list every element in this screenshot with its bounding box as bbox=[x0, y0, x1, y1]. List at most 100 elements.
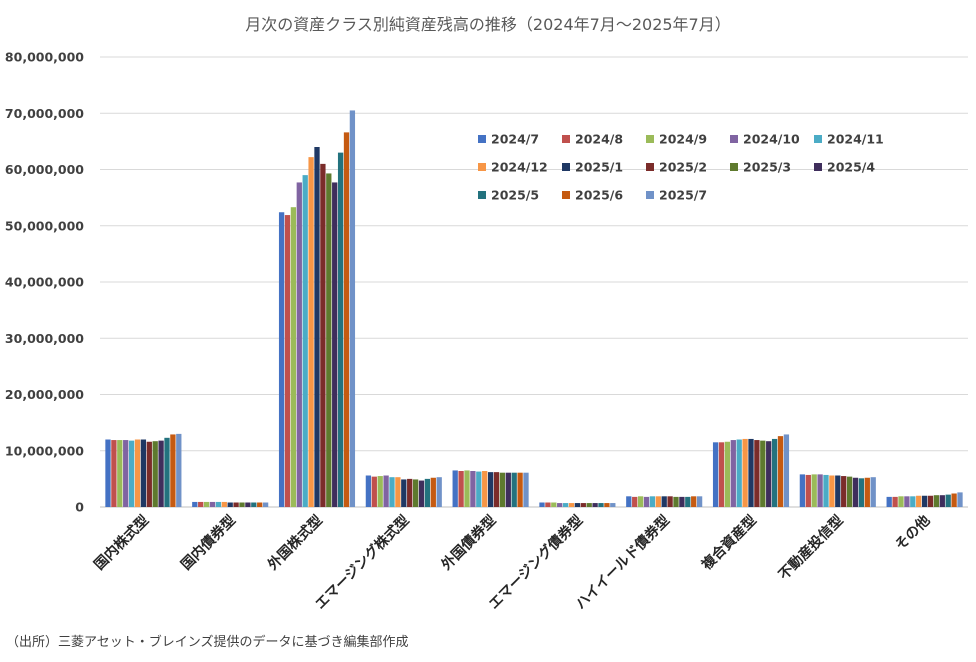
bar bbox=[308, 157, 314, 508]
bar bbox=[176, 433, 182, 508]
x-category-label: 外国債券型 bbox=[438, 512, 500, 574]
bar bbox=[105, 439, 111, 507]
bar bbox=[685, 496, 691, 508]
bar bbox=[487, 472, 494, 508]
bar bbox=[696, 496, 703, 507]
bar bbox=[637, 496, 644, 507]
bar bbox=[227, 502, 233, 507]
source-note: （出所）三菱アセット・ブレインズ提供のデータに基づき編集部作成 bbox=[6, 634, 408, 650]
bar bbox=[221, 501, 227, 507]
bar bbox=[592, 503, 598, 507]
bar bbox=[718, 442, 725, 507]
legend-label: 2025/3 bbox=[743, 160, 791, 175]
bar bbox=[626, 496, 632, 507]
bar bbox=[371, 476, 377, 508]
y-tick-label: 60,000,000 bbox=[5, 162, 84, 177]
bar bbox=[539, 502, 545, 507]
bar bbox=[580, 503, 586, 507]
y-tick-label: 80,000,000 bbox=[5, 50, 84, 65]
bar bbox=[799, 474, 806, 508]
bar bbox=[783, 434, 790, 507]
legend-swatch bbox=[814, 135, 822, 143]
bar bbox=[203, 501, 210, 507]
bar bbox=[655, 496, 661, 507]
bar bbox=[418, 480, 425, 507]
bar bbox=[365, 475, 372, 507]
bar bbox=[239, 502, 245, 507]
bar bbox=[320, 163, 326, 508]
bar bbox=[691, 496, 697, 507]
bar bbox=[302, 175, 308, 508]
bar bbox=[679, 496, 685, 508]
bar bbox=[517, 472, 523, 507]
bar bbox=[586, 503, 592, 507]
bar bbox=[326, 173, 332, 507]
legend-swatch bbox=[814, 163, 822, 171]
bar bbox=[523, 472, 529, 507]
bar bbox=[760, 440, 766, 508]
bar bbox=[262, 502, 269, 507]
bar bbox=[377, 476, 383, 507]
x-category-label: ハイイールド債券型 bbox=[572, 512, 673, 613]
bar bbox=[152, 441, 158, 507]
bar bbox=[209, 501, 216, 507]
bar bbox=[724, 441, 731, 507]
bar bbox=[748, 438, 754, 507]
legend-label: 2024/10 bbox=[743, 132, 800, 147]
bar bbox=[452, 470, 458, 507]
bar bbox=[505, 472, 511, 507]
bar bbox=[610, 503, 616, 507]
legend-label: 2025/5 bbox=[491, 188, 539, 203]
bar bbox=[412, 479, 419, 507]
x-category-label: その他 bbox=[892, 512, 934, 554]
bar bbox=[916, 495, 922, 507]
legend-swatch bbox=[730, 163, 738, 171]
bar bbox=[245, 502, 251, 507]
legend-label: 2024/8 bbox=[575, 132, 623, 147]
bar bbox=[835, 475, 841, 507]
bar bbox=[278, 212, 285, 507]
bar bbox=[476, 471, 482, 507]
bar bbox=[284, 215, 291, 507]
x-category-label: エマージング債券型 bbox=[485, 512, 586, 613]
bar bbox=[215, 501, 222, 507]
bar bbox=[754, 440, 760, 507]
legend-label: 2024/12 bbox=[491, 160, 548, 175]
legend-swatch bbox=[646, 135, 654, 143]
bar bbox=[957, 492, 963, 508]
x-category-label: 複合資産型 bbox=[698, 512, 760, 574]
bar bbox=[829, 475, 835, 507]
bar bbox=[574, 503, 581, 507]
bar bbox=[464, 470, 470, 507]
legend-swatch bbox=[478, 163, 486, 171]
bar bbox=[886, 496, 892, 508]
bar bbox=[673, 496, 679, 508]
bar bbox=[332, 182, 338, 507]
x-category-label: 国内株式型 bbox=[91, 512, 153, 574]
bar bbox=[557, 503, 563, 507]
bar bbox=[493, 472, 500, 508]
bar bbox=[805, 474, 811, 507]
bar bbox=[170, 434, 176, 507]
bar bbox=[951, 493, 957, 507]
bar bbox=[811, 474, 817, 508]
bar bbox=[389, 477, 395, 507]
bar bbox=[430, 477, 436, 507]
legend-label: 2025/1 bbox=[575, 160, 623, 175]
x-category-label: 不動産投信型 bbox=[775, 512, 846, 583]
bar bbox=[337, 152, 344, 508]
bar bbox=[841, 476, 847, 507]
bar bbox=[257, 502, 263, 507]
y-tick-label: 40,000,000 bbox=[5, 275, 84, 290]
bar bbox=[343, 132, 350, 508]
bar bbox=[545, 502, 551, 507]
bar bbox=[667, 496, 673, 507]
bar bbox=[643, 496, 650, 508]
bar bbox=[383, 475, 389, 507]
bar bbox=[910, 496, 916, 507]
x-category-label: エマージング株式型 bbox=[312, 512, 413, 613]
bar bbox=[128, 440, 135, 508]
legend-swatch bbox=[562, 191, 570, 199]
